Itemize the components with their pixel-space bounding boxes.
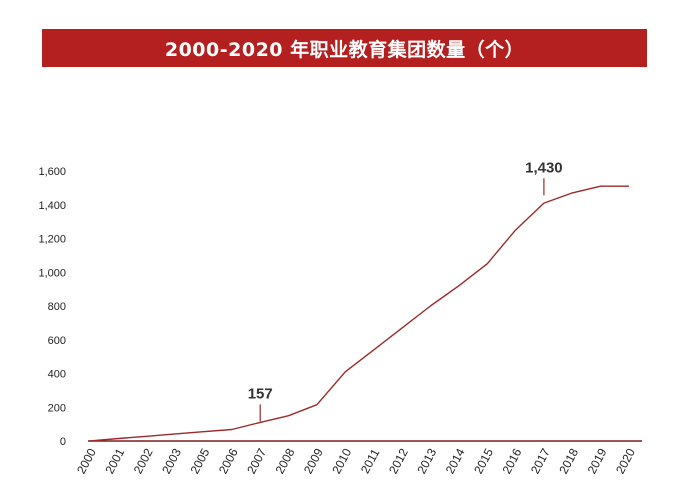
x-tick-label: 2016 — [500, 446, 525, 476]
y-tick-label: 400 — [48, 369, 66, 381]
data-point — [628, 185, 630, 187]
x-tick-label: 2014 — [443, 446, 468, 476]
annotation-label: 1,430 — [525, 159, 563, 176]
series-line — [89, 185, 629, 442]
x-tick-label: 2013 — [414, 446, 439, 476]
data-point — [259, 421, 261, 423]
data-point — [429, 305, 431, 307]
data-point — [231, 428, 233, 430]
x-tick-label: 2020 — [613, 446, 638, 476]
y-tick-label: 0 — [60, 436, 66, 448]
x-tick-label: 2010 — [329, 446, 354, 476]
data-point — [287, 414, 289, 416]
data-point — [543, 202, 545, 204]
x-tick-label: 2012 — [386, 446, 411, 476]
x-tick-label: 2002 — [131, 446, 156, 476]
x-tick-label: 2000 — [74, 446, 99, 476]
x-tick-label: 2018 — [556, 446, 581, 476]
x-tick-label: 2005 — [187, 446, 212, 476]
data-point — [344, 371, 346, 373]
x-tick-label: 2019 — [585, 446, 610, 476]
y-tick-label: 1,400 — [38, 200, 66, 212]
data-point — [486, 263, 488, 265]
x-tick-label: 2011 — [358, 446, 383, 476]
y-tick-label: 1,000 — [38, 267, 66, 279]
x-tick-label: 2017 — [528, 446, 553, 476]
title-bar: 2000-2020 年职业教育集团数量（个） — [42, 29, 647, 67]
x-tick-label: 2006 — [216, 446, 241, 476]
data-point — [316, 404, 318, 406]
data-point — [372, 349, 374, 351]
annotation-label: 157 — [248, 385, 273, 402]
data-point — [458, 285, 460, 287]
data-point — [401, 327, 403, 329]
x-tick-label: 2001 — [102, 446, 127, 476]
data-point — [117, 437, 119, 439]
chart-title: 2000-2020 年职业教育集团数量（个） — [164, 38, 525, 61]
x-tick-label: 2009 — [301, 446, 326, 476]
data-point — [514, 229, 516, 231]
y-tick-label: 800 — [48, 301, 66, 313]
x-tick-label: 2007 — [244, 446, 269, 476]
y-tick-label: 1,200 — [38, 234, 66, 246]
x-tick-label: 2015 — [471, 446, 496, 476]
y-tick-label: 1,600 — [38, 166, 66, 178]
data-point — [174, 433, 176, 435]
data-point — [146, 435, 148, 437]
y-tick-label: 600 — [48, 335, 66, 347]
y-tick-label: 200 — [48, 402, 66, 414]
x-tick-label: 2003 — [159, 446, 184, 476]
data-point — [599, 185, 601, 187]
data-point — [202, 431, 204, 433]
data-point — [89, 440, 91, 442]
x-tick-label: 2008 — [273, 446, 298, 476]
data-point — [571, 192, 573, 194]
